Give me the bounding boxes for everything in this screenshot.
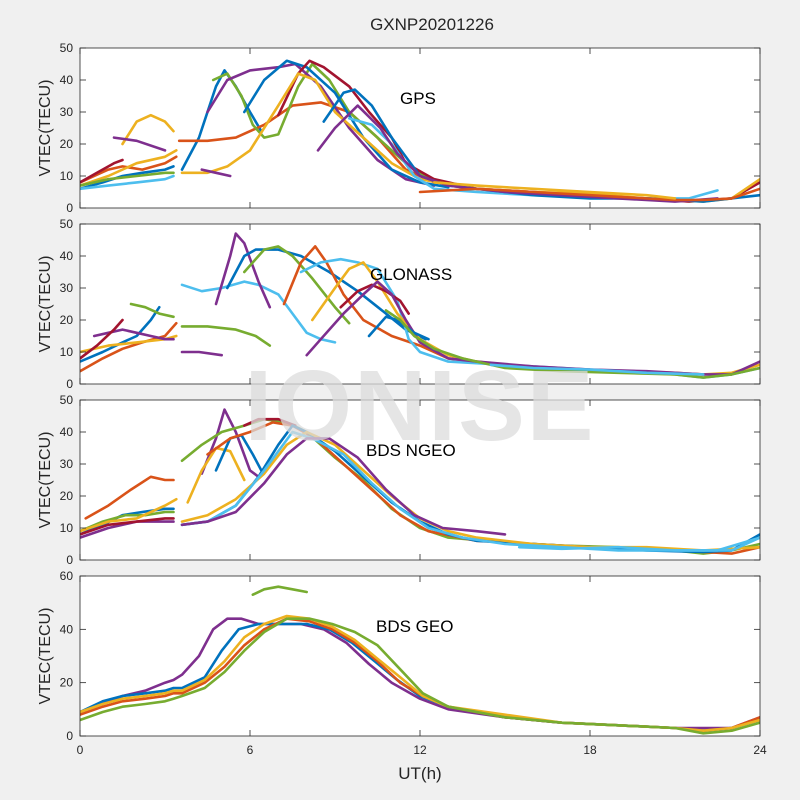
panel-3: 0 20 40 60 0 6 12 18 24 VTEC(TECU) BDS GEO (37, 569, 767, 757)
series-line-17 (80, 318, 124, 360)
x-axis-label: UT(h) (398, 764, 441, 783)
y-tick-label: 20 (60, 676, 74, 690)
y-tick-label: 20 (60, 489, 74, 503)
y-tick-label: 0 (66, 201, 73, 215)
y-axis-label: VTEC(TECU) (37, 608, 54, 705)
y-tick-label: 40 (60, 425, 74, 439)
panel-label: GPS (400, 89, 436, 108)
series-group (80, 408, 760, 555)
series-line-19 (80, 158, 124, 184)
series-line-14 (80, 165, 175, 191)
y-tick-label: 50 (60, 217, 74, 231)
y-tick-label: 0 (66, 377, 73, 391)
y-tick-label: 10 (60, 345, 74, 359)
series-line-0 (251, 585, 308, 596)
series-line-18 (80, 171, 175, 187)
x-tick-label: 18 (583, 743, 597, 757)
series-line-8 (339, 283, 410, 315)
panel-label: BDS NGEO (366, 441, 456, 460)
y-tick-label: 60 (60, 569, 74, 583)
y-axis-label: VTEC(TECU) (37, 80, 54, 177)
series-line-10 (367, 315, 430, 341)
y-tick-label: 30 (60, 281, 74, 295)
series-line-11 (384, 309, 760, 379)
y-tick-label: 20 (60, 137, 74, 151)
series-line-2 (121, 113, 175, 146)
series-line-1 (214, 232, 272, 309)
x-tick-label: 6 (247, 743, 254, 757)
x-tick-label: 12 (413, 743, 427, 757)
series-line-13 (80, 497, 178, 533)
series-line-12 (418, 187, 760, 202)
panel-0: 0 10 20 30 40 50 VTEC(TECU) GPS (37, 41, 761, 215)
series-group (80, 585, 760, 735)
y-axis-label: VTEC(TECU) (37, 256, 54, 353)
y-tick-label: 30 (60, 457, 74, 471)
series-line-19 (489, 363, 705, 376)
y-tick-label: 40 (60, 622, 74, 636)
series-line-6 (243, 417, 297, 427)
series-group (80, 59, 760, 203)
series-line-11 (316, 104, 719, 203)
y-tick-label: 0 (66, 553, 73, 567)
y-tick-label: 20 (60, 313, 74, 327)
series-line-20 (200, 168, 232, 178)
series-line-2 (180, 325, 272, 347)
series-line-0 (180, 280, 337, 344)
series-line-12 (80, 510, 175, 533)
plot-area (80, 400, 760, 560)
series-line-18 (180, 350, 223, 357)
series-line-10 (180, 437, 507, 536)
x-tick-label: 24 (753, 743, 767, 757)
panel-label: GLONASS (370, 265, 452, 284)
series-line-15 (80, 517, 175, 536)
series-line-4 (243, 245, 351, 325)
y-axis-label: VTEC(TECU) (37, 432, 54, 529)
y-tick-label: 40 (60, 249, 74, 263)
series-line-13 (432, 181, 677, 200)
series-line-15 (80, 155, 178, 184)
y-tick-label: 50 (60, 41, 74, 55)
y-tick-label: 30 (60, 105, 74, 119)
plot-area (80, 224, 760, 384)
y-tick-label: 0 (66, 729, 73, 743)
series-line-11 (80, 507, 175, 536)
y-tick-label: 10 (60, 169, 74, 183)
series-line-17 (80, 174, 175, 191)
panels: 0 10 20 30 40 50 VTEC(TECU) GPS 0 10 20 30 40 50 VTEC(… (37, 41, 767, 757)
series-line-1 (177, 101, 436, 184)
x-tick-label: 0 (77, 743, 84, 757)
watermark: IONISE (245, 350, 596, 462)
panel-2: 0 10 20 30 40 50 VTEC(TECU) BDS NGEO (37, 393, 761, 567)
series-line-6 (243, 59, 450, 189)
series-line-15 (129, 302, 175, 319)
y-tick-label: 50 (60, 393, 74, 407)
plot-area (80, 48, 760, 208)
series-line-0 (180, 69, 263, 171)
series-line-1 (200, 408, 260, 479)
series-line-16 (80, 149, 178, 187)
y-tick-label: 10 (60, 521, 74, 535)
series-line-0 (84, 475, 175, 520)
series-line-12 (80, 305, 161, 363)
series-line-16 (92, 328, 175, 341)
panel-1: 0 10 20 30 40 50 VTEC(TECU) GLONASS (37, 217, 761, 391)
series-line-13 (80, 321, 178, 373)
series-line-4 (211, 62, 430, 181)
figure-title: GXNP20201226 (370, 15, 494, 34)
series-line-5 (80, 617, 760, 735)
panel-label: BDS GEO (376, 617, 453, 636)
plot-area (80, 576, 760, 736)
series-line-16 (517, 536, 760, 552)
y-tick-label: 40 (60, 73, 74, 87)
series-line-3 (112, 136, 167, 152)
series-group (80, 232, 760, 379)
